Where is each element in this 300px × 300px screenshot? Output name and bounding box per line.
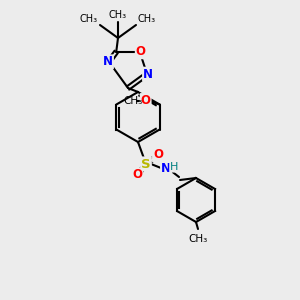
Text: N: N: [161, 161, 171, 175]
Text: CH₃: CH₃: [123, 95, 142, 106]
Text: O: O: [153, 148, 163, 161]
Text: O: O: [132, 169, 142, 182]
Text: CH₃: CH₃: [109, 10, 127, 20]
Text: H: H: [170, 162, 178, 172]
Text: S: S: [141, 158, 151, 170]
Text: CH₃: CH₃: [80, 14, 98, 24]
Text: CH₃: CH₃: [138, 14, 156, 24]
Text: N: N: [103, 55, 113, 68]
Text: O: O: [136, 45, 146, 58]
Text: N: N: [143, 68, 153, 81]
Text: CH₃: CH₃: [188, 234, 208, 244]
Text: O: O: [141, 94, 151, 107]
